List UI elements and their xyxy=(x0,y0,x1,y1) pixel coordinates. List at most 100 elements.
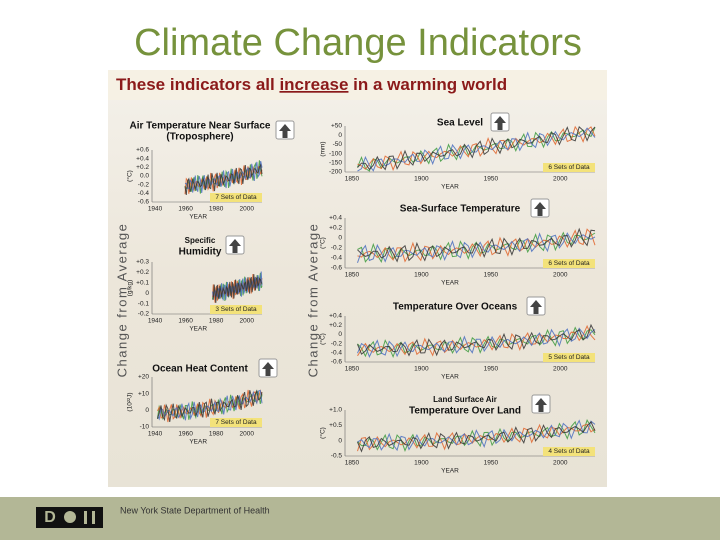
indicator-trace xyxy=(357,326,596,359)
y-tick-label: -0.4 xyxy=(331,255,343,262)
x-tick-label: 2000 xyxy=(239,206,254,213)
note-box xyxy=(543,447,595,456)
indicator-arrow xyxy=(494,116,506,130)
x-tick-label: 1900 xyxy=(414,272,429,279)
note-box xyxy=(210,193,262,202)
indicator-trace xyxy=(184,161,263,193)
unit-label: (°C) xyxy=(319,427,327,439)
indicator-arrow xyxy=(229,239,241,253)
x-tick-label: 1980 xyxy=(209,206,224,213)
unit-label: (°C) xyxy=(126,170,134,182)
x-tick-label: 1960 xyxy=(178,206,193,213)
y-tick-label: +50 xyxy=(331,123,342,130)
y-tick-label: +0.2 xyxy=(329,225,342,232)
footer-logo-mark xyxy=(84,511,87,524)
x-tick-label: 1850 xyxy=(345,272,360,279)
figure-heading: These indicators all increase in a warmi… xyxy=(116,75,507,94)
panel-title: Sea Level xyxy=(437,118,483,129)
x-tick-label: 1960 xyxy=(178,318,193,325)
y-tick-label: 0.0 xyxy=(140,173,149,180)
y-tick-label: +1.0 xyxy=(329,407,342,414)
y-tick-label: +0.6 xyxy=(136,147,149,154)
y-tick-label: -0.6 xyxy=(331,265,343,272)
indicator-trace xyxy=(357,231,596,264)
y-tick-label: -50 xyxy=(333,141,343,148)
note-box xyxy=(543,259,595,268)
x-tick-label: 1850 xyxy=(345,176,360,183)
y-tick-label: -0.2 xyxy=(331,245,343,252)
slide-title: Climate Change Indicators xyxy=(134,22,582,64)
y-tick-label: -0.4 xyxy=(331,350,343,357)
footer-logo-mark xyxy=(64,511,76,523)
x-tick-label: 1950 xyxy=(484,272,499,279)
y-tick-label: 0 xyxy=(145,290,149,297)
y-tick-label: -0.5 xyxy=(331,453,343,460)
heading-part: These indicators all xyxy=(116,75,279,94)
x-tick-label: 2000 xyxy=(553,272,568,279)
indicator-trace xyxy=(357,127,596,172)
indicator-trace xyxy=(357,421,596,453)
note-box xyxy=(543,353,595,362)
note-label: 4 Sets of Data xyxy=(548,448,590,455)
y-tick-label: -100 xyxy=(329,150,342,157)
panel-title: Air Temperature Near Surface xyxy=(130,121,271,132)
x-tick-label: 1850 xyxy=(345,366,360,373)
heading-emphasis: increase xyxy=(279,75,348,94)
panel-title: Humidity xyxy=(179,247,222,258)
y-tick-label: -150 xyxy=(329,160,342,167)
x-tick-label: 2000 xyxy=(553,460,568,467)
x-axis-label: YEAR xyxy=(189,326,207,333)
y-tick-label: -0.6 xyxy=(331,359,343,366)
y-tick-label: 0 xyxy=(338,331,342,338)
x-tick-label: 1950 xyxy=(484,460,499,467)
y-tick-label: -0.2 xyxy=(138,181,150,188)
indicator-trace xyxy=(157,389,263,422)
x-tick-label: 2000 xyxy=(239,431,254,438)
indicator-trace xyxy=(357,227,596,263)
note-label: 5 Sets of Data xyxy=(548,354,590,361)
y-tick-label: +0.3 xyxy=(136,259,149,266)
x-tick-label: 1900 xyxy=(414,176,429,183)
footer-text: New York State Department of Health xyxy=(120,505,270,515)
y-tick-label: +0.2 xyxy=(136,269,149,276)
indicator-trace xyxy=(357,419,596,452)
indicator-trace xyxy=(357,327,596,358)
figure-heading-band xyxy=(108,70,607,100)
panel-title: Temperature Over Land xyxy=(409,406,521,417)
x-axis-label: YEAR xyxy=(441,374,459,381)
indicator-trace xyxy=(212,274,263,303)
x-tick-label: 1940 xyxy=(148,206,163,213)
panel-title: Temperature Over Oceans xyxy=(393,302,518,313)
y-tick-label: 0 xyxy=(145,407,149,414)
x-axis-label: YEAR xyxy=(441,184,459,191)
indicator-trace xyxy=(184,163,263,195)
y-tick-label: 0 xyxy=(338,235,342,242)
x-tick-label: 1950 xyxy=(484,176,499,183)
panel-title: Sea-Surface Temperature xyxy=(400,204,521,215)
y-tick-label: +0.1 xyxy=(136,280,149,287)
y-tick-label: 0 xyxy=(338,132,342,139)
x-tick-label: 1940 xyxy=(148,431,163,438)
y-tick-label: 0 xyxy=(338,437,342,444)
indicator-trace xyxy=(357,125,596,171)
note-box xyxy=(543,163,595,172)
y-tick-label: +0.4 xyxy=(329,215,342,222)
x-tick-label: 1850 xyxy=(345,460,360,467)
indicator-trace xyxy=(357,232,596,263)
x-axis-label: YEAR xyxy=(189,214,207,221)
y-tick-label: +0.4 xyxy=(136,155,149,162)
indicator-arrow xyxy=(262,362,274,376)
x-tick-label: 1940 xyxy=(148,318,163,325)
unit-label: (°C) xyxy=(319,333,327,345)
indicator-arrow xyxy=(530,300,542,314)
panel-title: Land Surface Air xyxy=(433,395,497,404)
unit-label: (°C) xyxy=(319,237,327,249)
x-tick-label: 2000 xyxy=(553,176,568,183)
note-box xyxy=(210,305,262,314)
note-label: 6 Sets of Data xyxy=(548,164,590,171)
heading-part: in a warming world xyxy=(348,75,507,94)
unit-label: (mm) xyxy=(320,141,327,156)
y-tick-label: -0.1 xyxy=(138,300,150,307)
